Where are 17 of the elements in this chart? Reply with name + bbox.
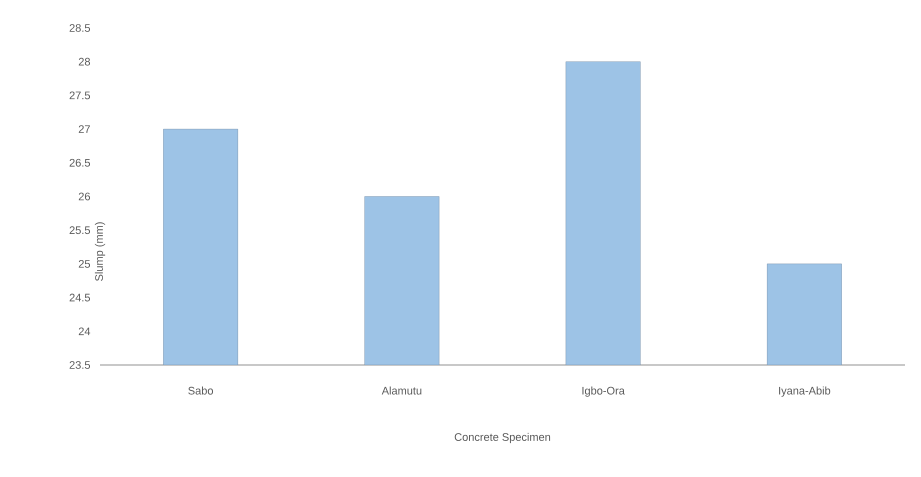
x-tick-label: Alamutu [382,386,422,395]
x-axis-title: Concrete Specimen [454,432,550,444]
y-tick-label: 28 [78,58,90,66]
y-tick-label: 25.5 [70,226,90,234]
y-tick-label: 28.5 [70,24,90,32]
y-tick-label: 27.5 [70,91,90,100]
x-tick-label: Igbo-Ora [582,386,625,397]
y-tick-label: 26.5 [70,158,90,167]
y-tick-label: 23.5 [70,361,90,369]
y-tick-label: 25 [78,260,90,268]
x-tick-label: Sabo [188,386,214,395]
y-tick-label: 24.5 [70,294,90,302]
y-tick-label: 26 [78,192,90,200]
y-tick-label: 27 [78,125,90,133]
y-tick-label: 24 [78,327,90,336]
y-axis-title: Slump (mm) [94,222,106,281]
x-tick-label: Iyana-Abib [779,386,830,397]
